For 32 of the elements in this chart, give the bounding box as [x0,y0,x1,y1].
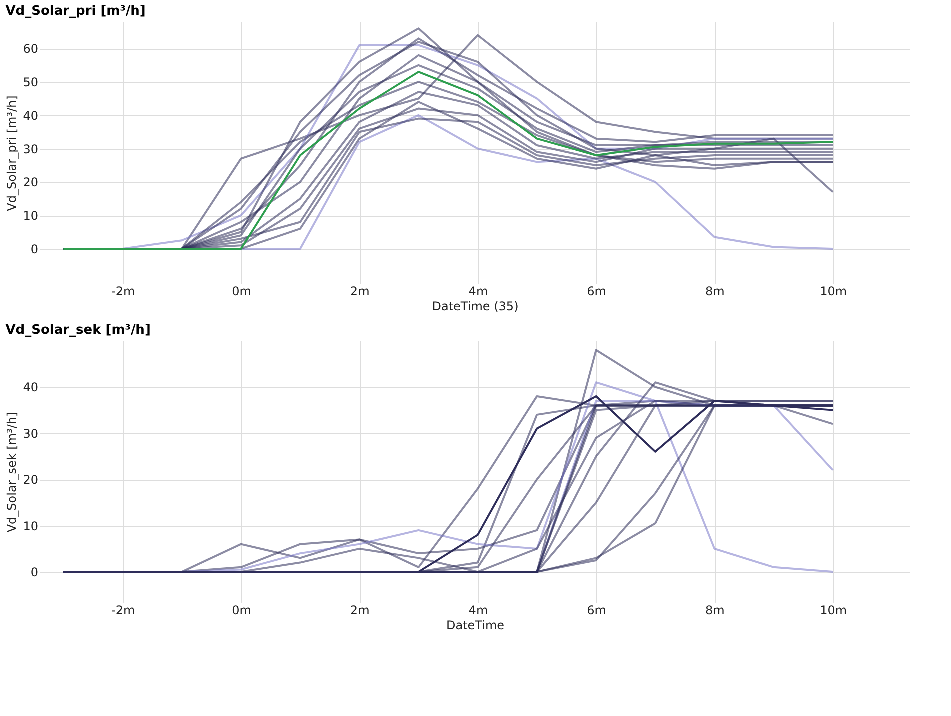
y-tick-label: 0 [30,242,38,256]
x-tick-label: 8m [706,284,725,298]
y-axis-title: Vd_Solar_sek [m³/h] [5,412,20,533]
y-tick-label: 0 [30,566,38,580]
y-tick-label: 10 [23,519,38,534]
y-tick-label: 20 [23,176,38,190]
x-tick-label: 2m [350,604,370,618]
x-tick-label: -2m [112,604,136,618]
x-tick-label: 0m [232,284,252,298]
x-tick-label: 0m [232,604,252,618]
y-axis-title: Vd_Solar_pri [m³/h] [5,96,20,212]
y-tick-label: 20 [23,473,38,488]
x-tick-label: 2m [350,284,370,298]
x-tick-label: 10m [820,284,848,298]
x-tick-label: 4m [468,604,488,618]
x-tick-label: 6m [587,604,606,618]
x-tick-label: 4m [468,284,488,298]
y-tick-label: 40 [23,108,38,123]
chart-title: Vd_Solar_sek [m³/h] [6,323,151,338]
x-tick-label: 6m [587,284,606,298]
x-axis-title: DateTime (35) [432,300,519,314]
y-tick-label: 60 [23,42,38,56]
y-tick-label: 40 [23,380,38,395]
y-tick-label: 50 [23,76,38,90]
x-tick-label: 8m [706,604,725,618]
chart-title: Vd_Solar_pri [m³/h] [6,4,146,19]
y-tick-label: 30 [23,426,38,441]
x-axis-title: DateTime [446,618,505,632]
y-tick-label: 10 [23,209,38,224]
y-tick-label: 30 [23,142,38,156]
x-tick-label: 10m [820,604,848,618]
x-tick-label: -2m [112,284,136,298]
